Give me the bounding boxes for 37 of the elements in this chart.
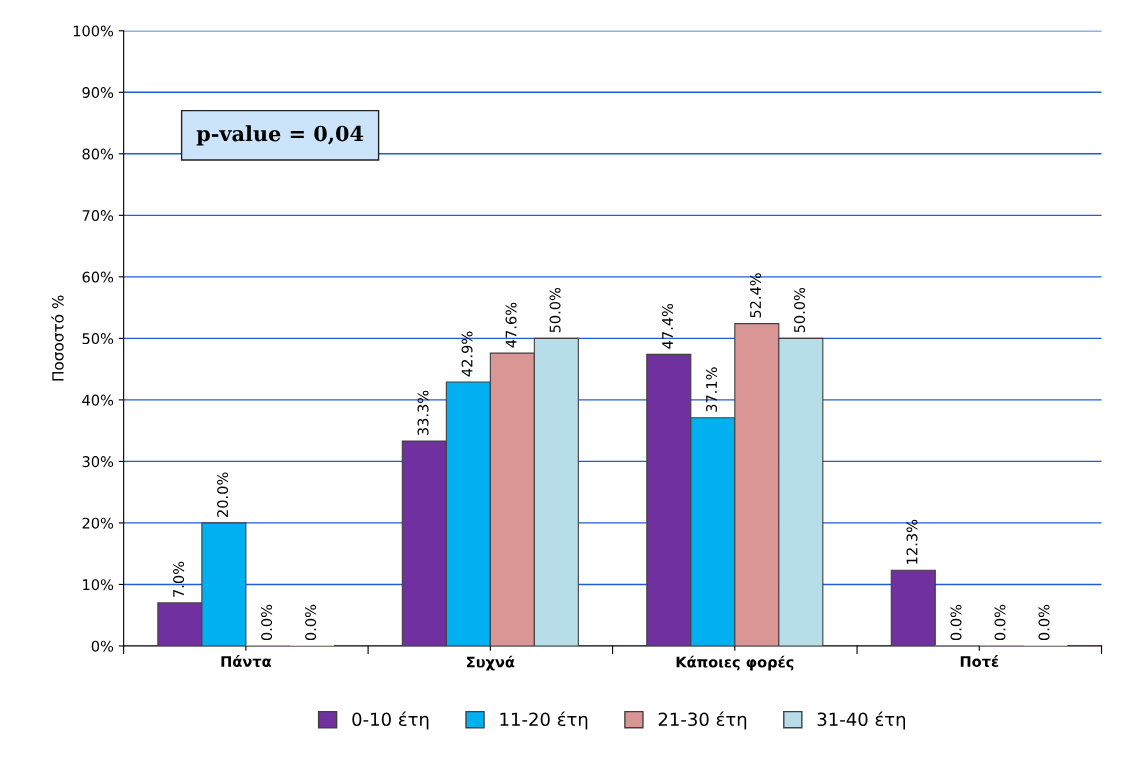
x-tick-label: Ποτέ [960,655,999,668]
data-label: 12.3% [906,519,918,564]
y-tick-label: 80% [82,148,114,160]
y-tick-label: 10% [83,579,114,591]
data-label: 0.0% [950,604,962,641]
x-tick-label: Πάντα [221,655,271,668]
data-label: 47.4% [662,303,674,349]
data-label: 0.0% [1038,604,1050,641]
data-label: 37.1% [706,367,718,412]
legend-label: 21-30 έτη [658,711,747,730]
data-label: 52.4% [750,273,762,318]
y-tick-label: 70% [82,210,114,222]
data-label: 0.0% [261,604,273,641]
data-label: 0.0% [994,604,1006,641]
data-label: 50.0% [549,287,561,333]
y-tick-label: 60% [82,271,114,283]
data-label: 33.3% [417,390,429,436]
y-tick-label: 30% [82,456,114,468]
legend-label: 11-20 έτη [500,711,588,730]
legend-label: 31-40 έτη [817,711,906,730]
data-label: 42.9% [461,331,473,377]
y-tick-label: 20% [82,517,114,529]
y-tick-label: 50% [82,333,114,345]
y-axis-title: Ποσοστό % [51,295,64,381]
legend-label: 0-10 έτη [352,711,429,730]
y-tick-label: 40% [82,394,114,406]
data-label: 47.6% [505,302,517,348]
x-tick-label: Συχνά [467,655,515,671]
data-label: 7.0% [173,561,185,597]
x-tick-label: Κάποιες φορές [676,655,794,671]
y-tick-label: 0% [91,640,114,652]
data-label: 50.0% [794,287,806,333]
y-tick-label: 90% [82,87,114,99]
data-label: 20.0% [217,472,229,517]
data-label: 0.0% [305,604,317,641]
annotation: p-value = 0,04 [196,125,364,146]
y-tick-label: 100% [73,25,114,37]
